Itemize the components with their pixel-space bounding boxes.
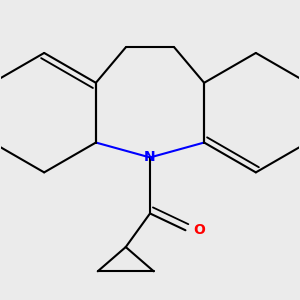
Text: O: O xyxy=(193,223,205,237)
Text: N: N xyxy=(144,151,156,164)
